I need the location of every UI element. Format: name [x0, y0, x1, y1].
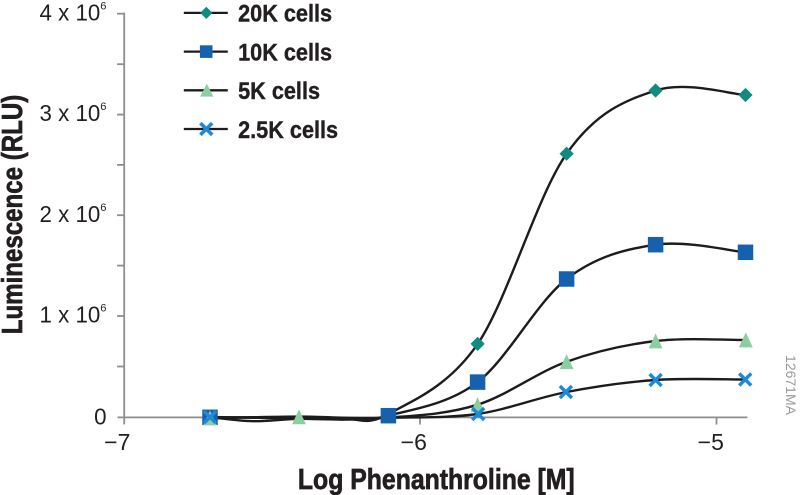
svg-text:0: 0 [94, 403, 106, 429]
svg-text:10K cells: 10K cells [238, 38, 332, 66]
svg-text:20K cells: 20K cells [238, 0, 332, 27]
svg-text:−6: −6 [401, 429, 427, 455]
svg-text:1 x 106: 1 x 106 [40, 301, 107, 327]
svg-text:−7: −7 [104, 429, 130, 455]
svg-text:2 x 106: 2 x 106 [40, 200, 107, 226]
svg-text:3 x 106: 3 x 106 [40, 100, 107, 126]
svg-text:2.5K cells: 2.5K cells [238, 116, 338, 144]
svg-text:−5: −5 [698, 429, 724, 455]
svg-text:Luminescence (RLU): Luminescence (RLU) [0, 95, 28, 334]
svg-text:4 x 106: 4 x 106 [40, 0, 107, 25]
svg-text:12671MA: 12671MA [783, 355, 799, 416]
svg-text:5K cells: 5K cells [238, 77, 320, 105]
svg-text:Log Phenanthroline [M]: Log Phenanthroline [M] [298, 463, 575, 495]
